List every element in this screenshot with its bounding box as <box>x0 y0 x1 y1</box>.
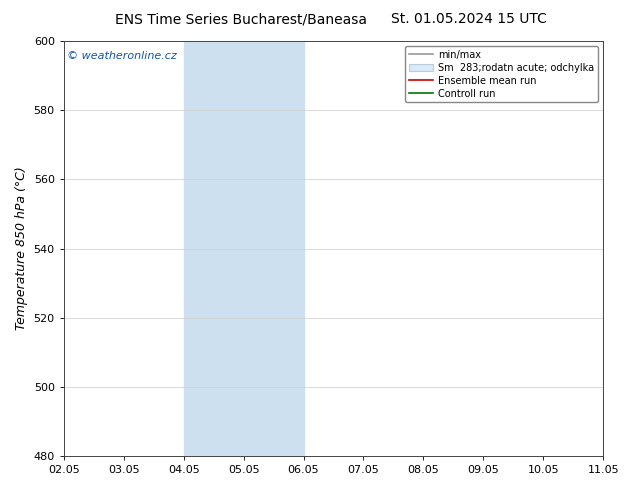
Text: ENS Time Series Bucharest/Baneasa: ENS Time Series Bucharest/Baneasa <box>115 12 367 26</box>
Text: © weatheronline.cz: © weatheronline.cz <box>67 51 176 61</box>
Bar <box>603 41 634 456</box>
Legend: min/max, Sm  283;rodatn acute; odchylka, Ensemble mean run, Controll run: min/max, Sm 283;rodatn acute; odchylka, … <box>405 46 598 102</box>
Bar <box>184 41 304 456</box>
Text: St. 01.05.2024 15 UTC: St. 01.05.2024 15 UTC <box>391 12 547 26</box>
Y-axis label: Temperature 850 hPa (°C): Temperature 850 hPa (°C) <box>15 167 28 330</box>
